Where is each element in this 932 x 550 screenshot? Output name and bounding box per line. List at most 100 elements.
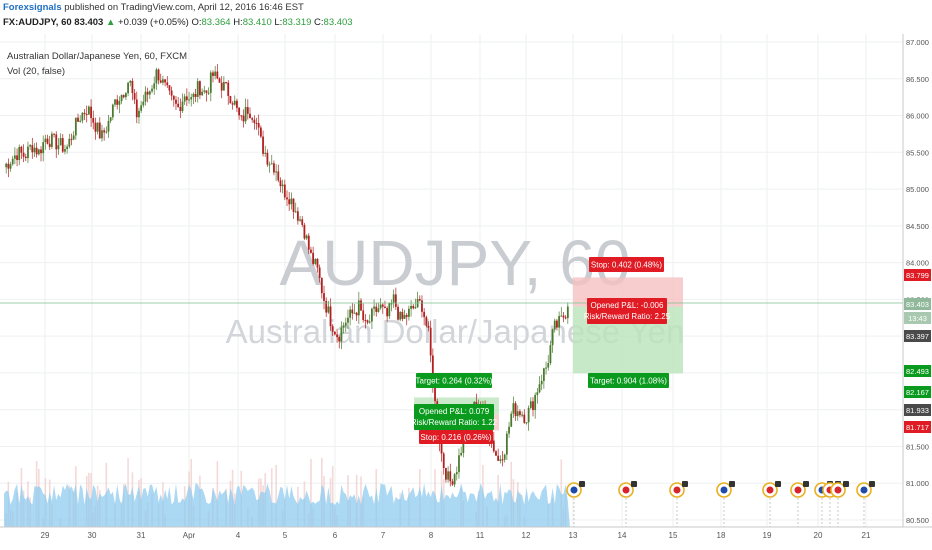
candle-body (146, 91, 149, 95)
candle-body (384, 306, 386, 309)
candle-body (525, 422, 528, 424)
candle-body (72, 135, 75, 140)
candle-body (227, 82, 230, 96)
candle-body (423, 311, 426, 318)
candle-body (401, 312, 404, 319)
economic-event-marker[interactable] (566, 481, 585, 527)
candle-body (88, 106, 90, 115)
candle-body (558, 316, 561, 328)
time-axis[interactable]: 29 30 31 Apr 4 5 6 7 8 11 12 13 14 15 18 19 20 21 (0, 526, 932, 550)
candle-body (142, 101, 145, 106)
volume-bar (360, 476, 362, 527)
candle-body (545, 367, 547, 369)
candle-body (5, 163, 8, 168)
candle-body (331, 326, 334, 332)
candle-body (501, 459, 504, 461)
candle-body (264, 152, 267, 154)
volume-bar (329, 477, 332, 527)
open-value: 83.364 (201, 17, 231, 28)
candle-body (527, 407, 530, 423)
candle-body (447, 471, 449, 480)
candle-body (512, 403, 515, 414)
candle-body (453, 474, 456, 485)
candle-body (318, 267, 321, 278)
candle-body (418, 299, 421, 301)
close-label: C: (314, 17, 324, 28)
candle-body (279, 180, 282, 187)
candle-body (397, 306, 399, 320)
event-markers[interactable] (566, 481, 875, 527)
candle-body (266, 152, 269, 165)
candle-body (168, 85, 171, 91)
time-tick-label: 5 (283, 531, 288, 540)
candle-body (347, 317, 349, 323)
candle-body (320, 277, 323, 294)
economic-event-marker[interactable] (618, 481, 637, 527)
time-tick-label: 21 (862, 531, 871, 540)
economic-event-marker[interactable] (669, 481, 688, 527)
economic-event-marker[interactable] (716, 481, 735, 527)
candle-body (175, 99, 177, 104)
candle-body (460, 452, 463, 456)
candle-body (107, 120, 110, 132)
candle-body (338, 337, 341, 342)
volume-fill (4, 483, 570, 527)
candle-body (292, 198, 295, 212)
candle-body (40, 149, 42, 154)
candle-body (412, 305, 415, 309)
economic-event-marker[interactable] (856, 481, 875, 527)
candle-body (316, 258, 319, 268)
candle-body (381, 304, 384, 307)
candle-body (497, 455, 500, 461)
candle-body (153, 83, 156, 89)
candle-body (57, 145, 60, 150)
candle-body (303, 224, 306, 239)
price-label-text: 83.799 (906, 271, 929, 280)
candle-body (403, 314, 406, 319)
candle-body (408, 308, 410, 317)
candle-body (553, 320, 556, 330)
price-label-dark (904, 330, 931, 342)
price-axis[interactable]: 87.000 86.500 86.000 85.500 85.000 84.500 84.0… (902, 34, 932, 539)
candle-body (268, 164, 271, 166)
price-label-text: 83.403 (906, 300, 929, 309)
author-link[interactable]: Forexsignals (3, 2, 62, 13)
candle-body (503, 454, 506, 460)
candle-body (394, 294, 397, 307)
candle-body (220, 82, 223, 91)
chart-legend: Australian Dollar/Japanese Yen, 60, FXCM… (7, 51, 187, 77)
economic-event-marker[interactable] (790, 481, 809, 527)
long-target-label: Target: 0.264 (0.32%) (416, 377, 493, 386)
candle-body (379, 304, 382, 309)
candle-body (562, 315, 565, 318)
candle-body (425, 317, 428, 326)
candle-body (244, 107, 247, 122)
candle-body (259, 127, 262, 137)
candle-body (233, 100, 236, 105)
candle-body (445, 467, 447, 480)
candle-body (421, 300, 423, 312)
candle-body (231, 103, 234, 105)
candle-body (294, 211, 297, 213)
price-chart[interactable]: AUDJPY, 60 Australian Dollar/Japanese Ye… (0, 34, 932, 550)
candle-body (277, 171, 280, 181)
candle-body (536, 392, 539, 395)
short-stop-box (589, 257, 664, 272)
candle-body (290, 198, 293, 205)
candle-body (70, 138, 73, 140)
candle-body (251, 118, 254, 120)
time-tick-label: 8 (429, 531, 434, 540)
candle-body (246, 107, 249, 114)
price-label-text: 81.717 (906, 423, 929, 432)
economic-event-marker[interactable] (762, 481, 781, 527)
candle-body (172, 95, 175, 100)
price-axis-bg (903, 34, 932, 539)
economic-event-marker[interactable] (830, 481, 849, 527)
candle-body (79, 120, 82, 122)
high-label: H: (233, 17, 243, 28)
candle-body (455, 472, 458, 475)
candle-body (201, 91, 203, 96)
candle-body (83, 112, 86, 115)
candle-body (133, 93, 136, 100)
candle-body (327, 306, 330, 313)
